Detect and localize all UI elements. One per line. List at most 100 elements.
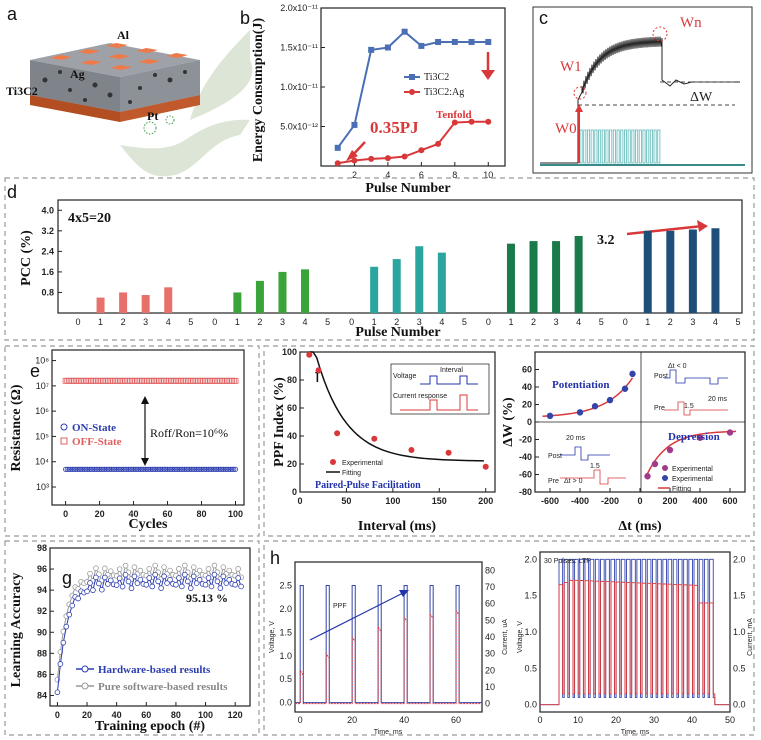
point-on-e (197, 466, 203, 472)
pulse-c (609, 129, 613, 164)
point-on-e (195, 466, 201, 472)
point-on-e (90, 466, 96, 472)
point-off-e (125, 377, 132, 384)
inset-top-dt: Δt < 0 (668, 363, 687, 370)
x-tick-label-d: 2 (121, 317, 126, 327)
al-electrodes (50, 43, 188, 70)
bar-d (437, 252, 446, 313)
arrow-low-head-b (346, 150, 358, 161)
bar-d (370, 266, 379, 313)
point-g (122, 572, 129, 578)
point-off-e (215, 377, 222, 384)
point-g (202, 581, 209, 588)
x-tick-label-d: 5 (462, 317, 467, 327)
point-off-e (205, 377, 212, 384)
y-tick-label-f2: -40 (519, 452, 532, 462)
point-off-e (72, 377, 79, 384)
point-off-e (183, 377, 190, 384)
point-off-e (220, 377, 227, 384)
y2-tick-label-h1: 0 (485, 699, 490, 709)
y2-tick-label-h2: 1.5 (733, 591, 746, 601)
pulse-c (587, 129, 591, 164)
pulse-c (594, 129, 598, 164)
ylabel-g: Learning Accuracy (9, 573, 24, 688)
x-tick-label-e: 100 (228, 509, 243, 519)
axes-frame-h1 (294, 561, 483, 713)
point-g (196, 567, 203, 574)
label-w1: W1 (560, 59, 582, 75)
x-tick-label-h2: 40 (687, 715, 697, 725)
legend-hw: Hardware-based results (98, 664, 211, 676)
y-tick-label-f: 80 (287, 375, 297, 385)
point-on-e (158, 466, 164, 472)
point-on-e (178, 466, 184, 472)
panel-b: b Pulse Number Energy Consumption(J) 2 4 6… (240, 3, 506, 196)
point-on-e (187, 466, 193, 472)
fit-curve-dep (645, 430, 737, 478)
accuracy-label: 95.13 % (186, 591, 228, 605)
x-tick-label-d: 4 (439, 317, 444, 327)
point-off-e (62, 377, 69, 384)
bar-d (688, 229, 697, 313)
pulse-c (583, 129, 587, 164)
point-off-e (144, 377, 151, 384)
series-line-b (337, 120, 489, 165)
point-off-e (198, 377, 205, 384)
axes-frame-f (299, 351, 496, 493)
panel-letter-f: f (315, 366, 321, 386)
y-tick-label-b: 1.0x10⁻¹¹ (280, 82, 318, 92)
x-tick-label-g: 20 (82, 710, 92, 720)
point-on-e (163, 466, 169, 472)
point-f2 (666, 446, 674, 454)
point-g (238, 583, 244, 590)
ticks-b: 2 4 6 8 10 5.0x10⁻¹² 1.0x10⁻¹¹ 1.5x10⁻¹¹ 2.0x10⁻… (280, 3, 493, 180)
y2-tick-label-h1: 50 (485, 615, 495, 625)
y-tick-label-d: 0.8 (41, 287, 54, 297)
point-on-e (85, 466, 91, 472)
inset-voltage-wave (420, 375, 478, 385)
x-tick-label-e: 60 (163, 509, 173, 519)
point-off-e (224, 377, 230, 384)
x-tick-label-h1: 0 (298, 715, 303, 725)
legend-off: OFF-State (72, 436, 122, 448)
point-off-e (203, 377, 210, 384)
pt-layer-side2 (120, 95, 200, 122)
point-f (408, 447, 415, 453)
y-tick-label-h1: 1.5 (279, 627, 292, 637)
panel-letter-e: e (30, 361, 40, 381)
ylabel-d: PCC (%) (19, 230, 34, 286)
point-g (134, 580, 141, 586)
points-f2 (546, 370, 734, 480)
point-off-e (156, 377, 162, 384)
footer-f: Paired-Pulse Facilitation (315, 480, 421, 491)
panel-letter-b: b (240, 8, 250, 28)
point-on-e (129, 466, 135, 472)
axes-frame-e (51, 349, 245, 506)
point-g (116, 566, 123, 572)
point-on-e (66, 466, 72, 472)
point-f2 (696, 434, 704, 441)
point-on-e (102, 466, 108, 472)
inset-bot-s: 1.5 (590, 463, 600, 470)
point-g (232, 581, 238, 588)
x-tick-label-d: 3 (417, 317, 422, 327)
point-off-e (64, 377, 71, 384)
point-off-e (132, 377, 139, 384)
y-tick-label-h2: 0.5 (524, 663, 537, 673)
y-tick-label-f: 100 (282, 347, 297, 357)
y-tick-label-f2: 0 (527, 417, 532, 427)
legend-marker-ti3c2 (409, 74, 415, 80)
point-g (211, 562, 218, 569)
bar-d (574, 235, 583, 313)
panel-letter-c: c (539, 8, 548, 28)
point-f2 (644, 473, 651, 480)
ylabel2-h2: Current, mA (747, 618, 754, 656)
y-tick-label-g: 92 (37, 606, 47, 616)
y-tick-label-d: 3.2 (41, 226, 54, 236)
panel-e: e Cycles Resistance (Ω) 0 20 40 60 80 100 10³ 1… (4, 345, 260, 537)
y-tick-label-e: 10⁴ (35, 457, 49, 467)
current-trace-h2 (540, 579, 730, 706)
y-tick-label-e: 10³ (36, 482, 49, 492)
pulse-c (579, 129, 583, 164)
x-tick-label-d: 4 (303, 317, 308, 327)
